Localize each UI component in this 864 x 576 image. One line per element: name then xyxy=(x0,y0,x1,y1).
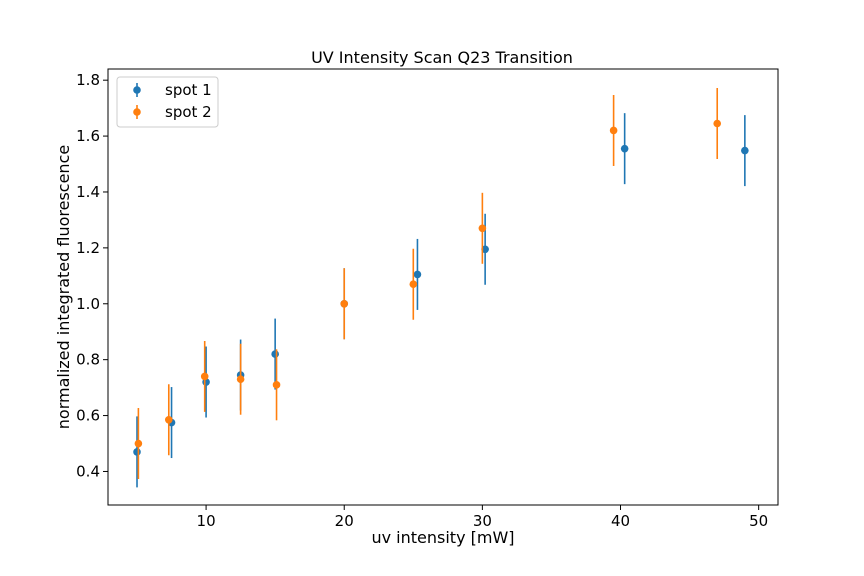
legend-label: spot 1 xyxy=(165,81,212,99)
data-point xyxy=(271,350,279,358)
y-tick-label: 1.8 xyxy=(76,71,100,89)
legend-frame xyxy=(116,76,219,128)
x-axis-label: uv intensity [mW] xyxy=(371,528,514,547)
data-point xyxy=(236,375,245,384)
legend-item: spot 1 xyxy=(133,81,212,99)
y-tick-label: 0.8 xyxy=(76,351,100,369)
y-tick-label: 0.6 xyxy=(76,407,100,425)
data-point xyxy=(272,381,281,389)
legend-item: spot 2 xyxy=(133,103,212,121)
data-point xyxy=(478,224,487,233)
y-tick-label: 1.2 xyxy=(76,239,100,257)
x-tick-label: 50 xyxy=(749,512,768,530)
y-axis: 0.4 0.6 0.8 1.0 1.2 1.4 1.6 1.8 xyxy=(76,71,108,480)
data-point xyxy=(620,144,629,153)
chart-title: UV Intensity Scan Q23 Transition xyxy=(311,48,573,67)
y-tick-label: 1.0 xyxy=(76,295,100,313)
x-tick-label: 40 xyxy=(611,512,630,530)
legend-marker-icon xyxy=(133,86,141,94)
plot-frame xyxy=(107,68,779,506)
y-tick-label: 1.4 xyxy=(76,183,100,201)
legend: spot 1 spot 2 xyxy=(116,76,219,128)
y-tick-label: 1.6 xyxy=(76,127,100,145)
x-axis: 10 20 30 40 50 xyxy=(197,505,768,530)
data-point xyxy=(134,439,143,448)
series-2 xyxy=(134,88,722,480)
data-point xyxy=(340,299,349,308)
y-axis-label: normalized integrated fluorescence xyxy=(54,145,73,429)
data-point xyxy=(609,126,618,135)
data-point xyxy=(164,415,173,424)
y-tick-label: 0.4 xyxy=(76,462,100,480)
data-point xyxy=(409,280,418,289)
data-point xyxy=(481,245,489,254)
legend-marker-icon xyxy=(133,108,141,116)
data-point xyxy=(133,448,141,456)
x-tick-label: 10 xyxy=(197,512,216,530)
legend-label: spot 2 xyxy=(165,103,212,121)
plot-marks xyxy=(133,88,749,488)
data-point xyxy=(200,372,209,381)
data-point xyxy=(741,146,749,155)
data-point xyxy=(413,270,422,279)
data-point xyxy=(713,119,722,128)
x-tick-label: 20 xyxy=(335,512,354,530)
x-tick-label: 30 xyxy=(473,512,492,530)
